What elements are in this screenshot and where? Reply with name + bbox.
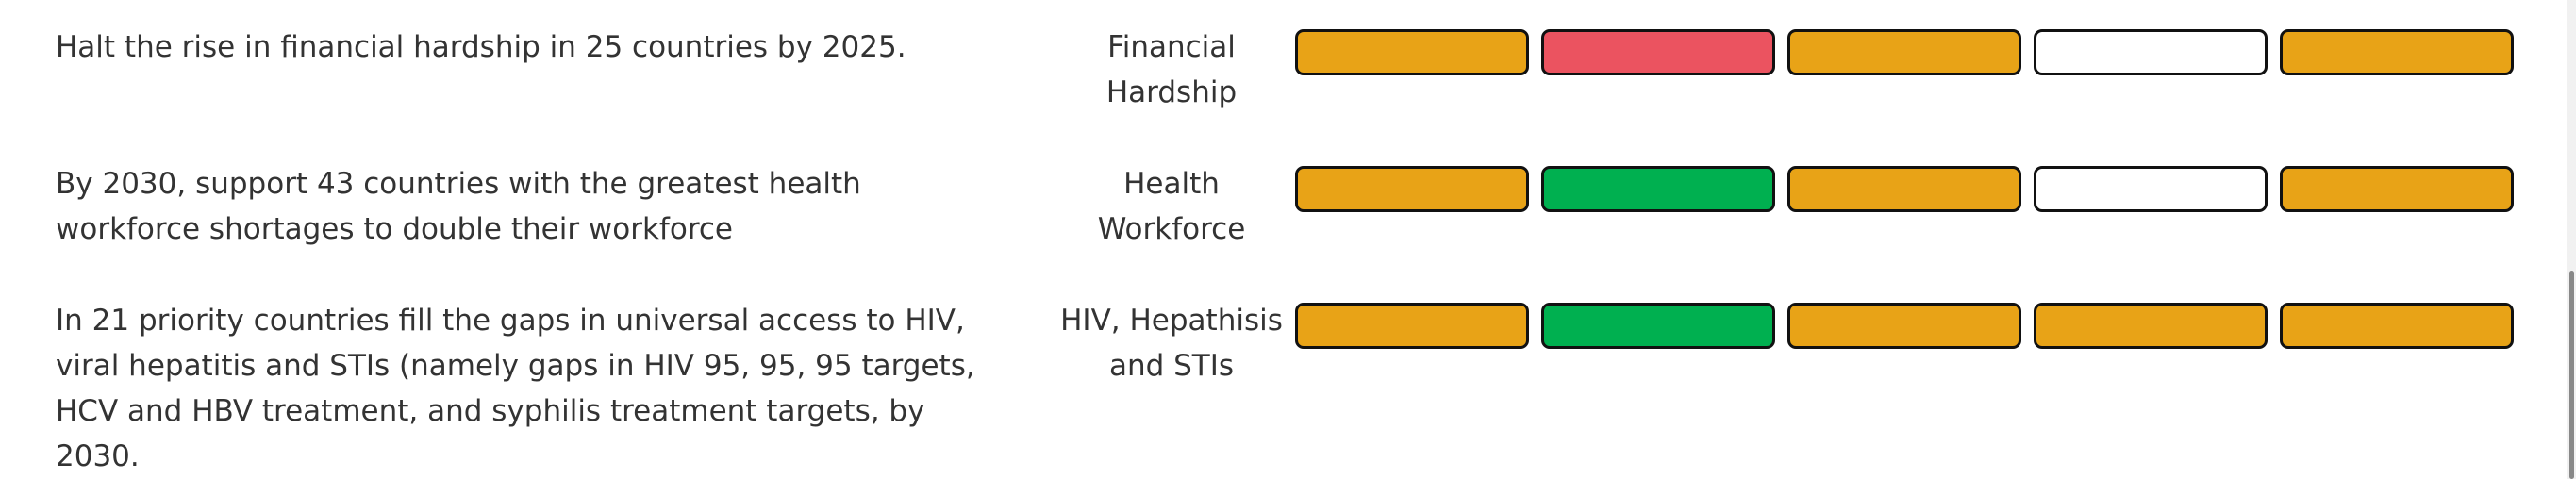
- status-pill: [1787, 303, 2021, 349]
- status-pill: [2280, 303, 2514, 349]
- status-pill: [2034, 303, 2268, 349]
- goal-text: Halt the rise in financial hardship in 2…: [56, 30, 906, 64]
- status-pill: [1787, 166, 2021, 212]
- status-pill: [2034, 166, 2268, 212]
- status-pill: [2280, 29, 2514, 75]
- row-label: Financial Hardship: [1105, 30, 1238, 109]
- status-pill: [2280, 166, 2514, 212]
- goal-text: In 21 priority countries fill the gaps i…: [56, 304, 975, 473]
- status-pill: [1295, 166, 1529, 212]
- row-label: HIV, Hepathisis and STIs: [1060, 304, 1283, 383]
- status-pill: [1541, 166, 1775, 212]
- row-label: Health Workforce: [1097, 167, 1246, 246]
- status-pill: [1295, 303, 1529, 349]
- status-pill: [1541, 303, 1775, 349]
- status-pill: [1787, 29, 2021, 75]
- status-pill: [1541, 29, 1775, 75]
- goal-text: By 2030, support 43 countries with the g…: [56, 167, 861, 246]
- scrollbar-thumb[interactable]: [2569, 271, 2574, 479]
- status-pill: [2034, 29, 2268, 75]
- scrollbar[interactable]: [2567, 0, 2576, 479]
- status-pill: [1295, 29, 1529, 75]
